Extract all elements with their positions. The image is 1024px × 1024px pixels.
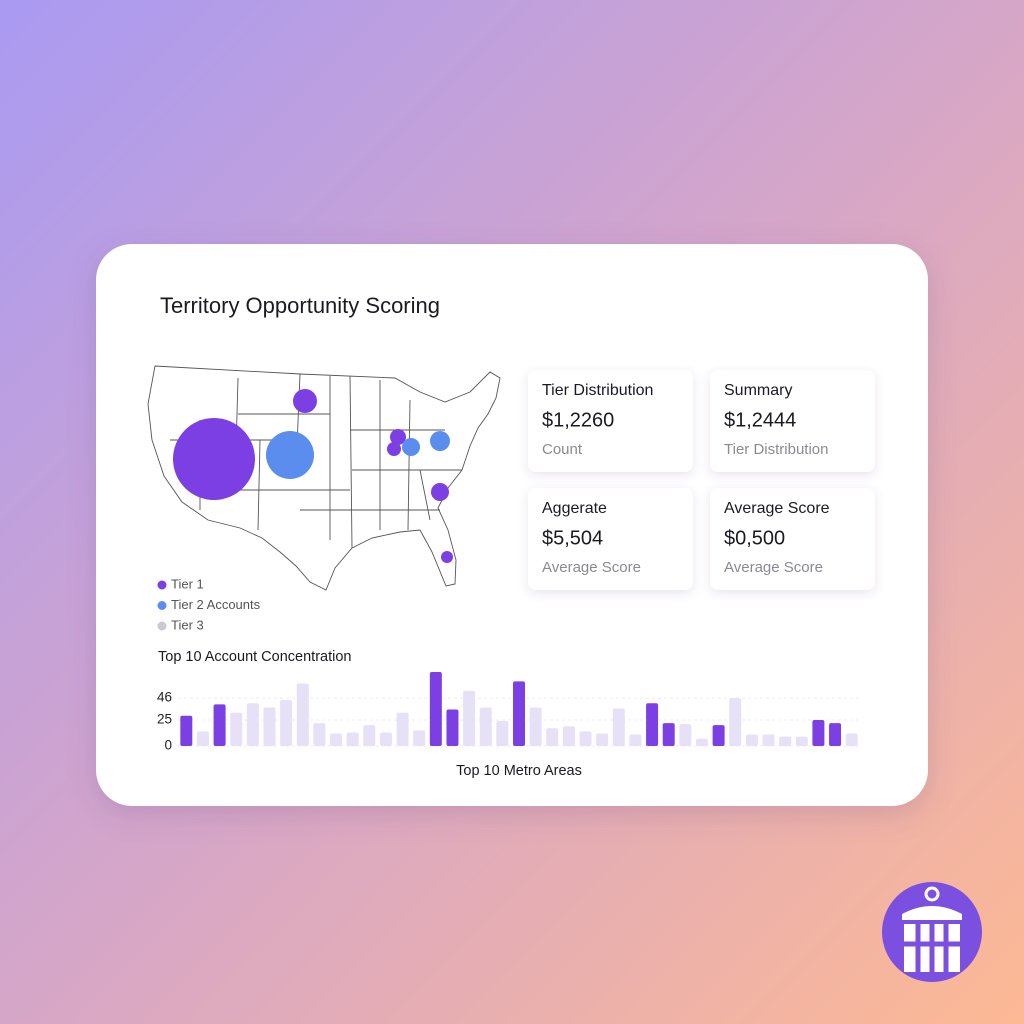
- bar: [346, 732, 359, 746]
- bar: [812, 719, 825, 746]
- bar: [745, 734, 758, 746]
- bar: [546, 728, 559, 746]
- bar: [513, 681, 525, 746]
- stat-caption: Count: [542, 441, 583, 458]
- bar: [829, 723, 842, 746]
- bar: [662, 723, 675, 746]
- bar: [729, 698, 742, 746]
- bar: [446, 709, 459, 746]
- legend-dot: [157, 580, 167, 590]
- legend-label: Tier 2 Accounts: [171, 597, 261, 612]
- stat-card: [528, 370, 693, 472]
- stat-value: $1,2260: [542, 409, 614, 431]
- bar: [429, 672, 442, 746]
- bar: [479, 707, 492, 746]
- bar: [180, 715, 193, 746]
- legend-label: Tier 3: [171, 617, 204, 632]
- bar: [213, 704, 226, 746]
- stat-card: [710, 488, 875, 590]
- stat-label: Aggerate: [542, 500, 607, 517]
- y-tick-label: 0: [164, 738, 172, 753]
- bar: [379, 732, 392, 746]
- legend-dot: [157, 621, 167, 631]
- stat-caption: Average Score: [542, 559, 641, 576]
- y-tick-label: 25: [157, 712, 172, 727]
- stat-label: Tier Distribution: [542, 382, 653, 399]
- bar: [795, 736, 808, 746]
- bar: [629, 734, 642, 746]
- stat-label: Summary: [724, 382, 792, 399]
- app-badge: [882, 882, 982, 982]
- bar: [496, 721, 509, 746]
- x-axis-label: Top 10 Metro Areas: [456, 763, 582, 779]
- bar: [612, 708, 625, 746]
- stat-value: $0,500: [724, 527, 785, 549]
- stat-caption: Average Score: [724, 559, 823, 576]
- bar: [596, 733, 609, 746]
- map-bubbles: [173, 389, 453, 563]
- legend-label: Tier 1: [171, 576, 204, 591]
- bar: [313, 723, 326, 746]
- stat-card: [710, 370, 875, 472]
- legend-dot: [157, 601, 167, 610]
- chart-title: Top 10 Account Concentration: [158, 649, 351, 665]
- stat-card: [528, 488, 693, 590]
- bar: [646, 703, 659, 746]
- bar: [529, 707, 542, 746]
- bar: [196, 731, 209, 746]
- bar: [463, 690, 476, 746]
- bar: [712, 725, 725, 746]
- stat-cards: Tier Distribution $1,2260 Count Summary $1,2…: [528, 370, 875, 590]
- y-tick-label: 46: [157, 690, 172, 705]
- us-map: [147, 365, 501, 591]
- bar: [845, 733, 858, 746]
- bar: [246, 703, 259, 746]
- bar: [779, 736, 792, 746]
- bar: [330, 733, 343, 746]
- stat-caption: Tier Distribution: [724, 441, 828, 458]
- bar: [579, 731, 592, 746]
- bar: [562, 726, 575, 746]
- bar: [280, 700, 293, 746]
- stat-value: $5,504: [542, 527, 603, 549]
- bar: [413, 730, 426, 746]
- bar: [396, 712, 409, 746]
- bar: [363, 725, 376, 746]
- bar: [679, 724, 692, 746]
- bar: [263, 707, 276, 746]
- bar: [296, 683, 309, 746]
- bar: [695, 738, 708, 746]
- stat-value: $1,2444: [724, 409, 796, 431]
- bar: [762, 734, 775, 746]
- stat-label: Average Score: [724, 500, 830, 517]
- bar: [230, 712, 243, 746]
- dashboard-title: Territory Opportunity Scoring: [160, 293, 440, 318]
